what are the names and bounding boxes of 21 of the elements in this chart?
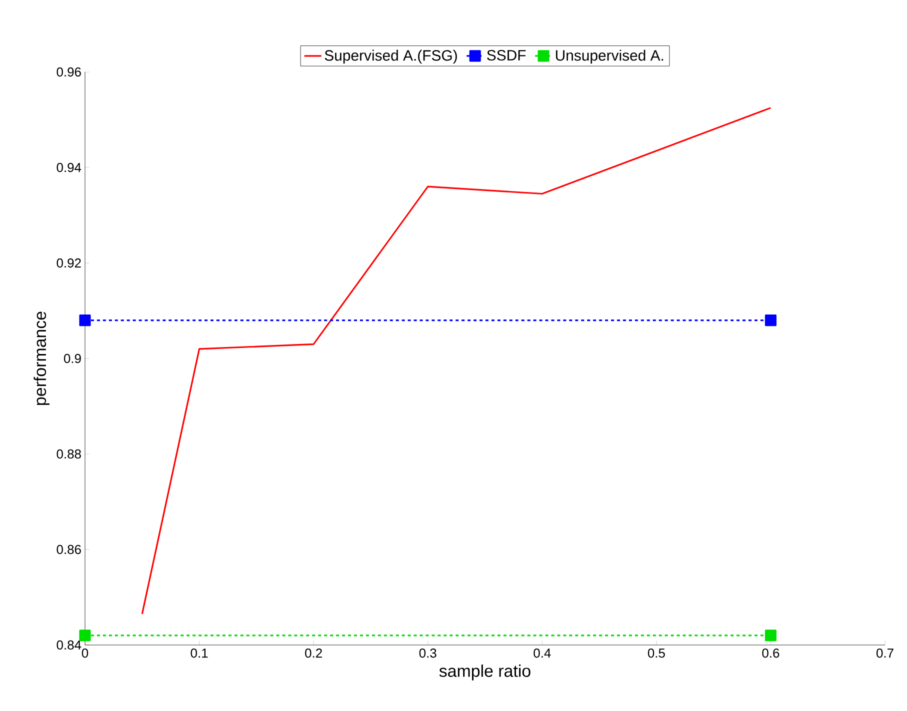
x-tick-label: 0.3: [419, 648, 436, 658]
x-tick-label: 0.6: [762, 648, 780, 658]
line-series: [141, 107, 772, 615]
x-tick-label: 0.1: [190, 648, 208, 658]
y-tick-label: 0.96: [56, 67, 81, 77]
legend-label: SSDF: [487, 50, 526, 61]
y-tick-label: 0.86: [56, 544, 81, 554]
x-tick-label: 0: [82, 648, 88, 658]
legend-label: Supervised A.(FSG): [324, 50, 457, 64]
x-tick-label: 0.5: [648, 648, 665, 658]
y-tick-label: 0.9: [64, 354, 81, 364]
y-tick-label: 0.88: [56, 449, 81, 459]
x-axis-title: sample ratio: [439, 664, 530, 680]
x-tick-label: 0.4: [534, 648, 551, 658]
x-tick-label: 0.2: [305, 648, 322, 658]
y-axis-title: performance: [34, 312, 50, 405]
y-tick-label: 0.94: [56, 162, 82, 172]
y-tick-label: 0.92: [56, 258, 81, 268]
x-tick-label: 0.7: [876, 648, 894, 658]
legend-label: Unsupervised A.: [556, 50, 664, 64]
y-tick-label: 0.84: [56, 640, 82, 650]
